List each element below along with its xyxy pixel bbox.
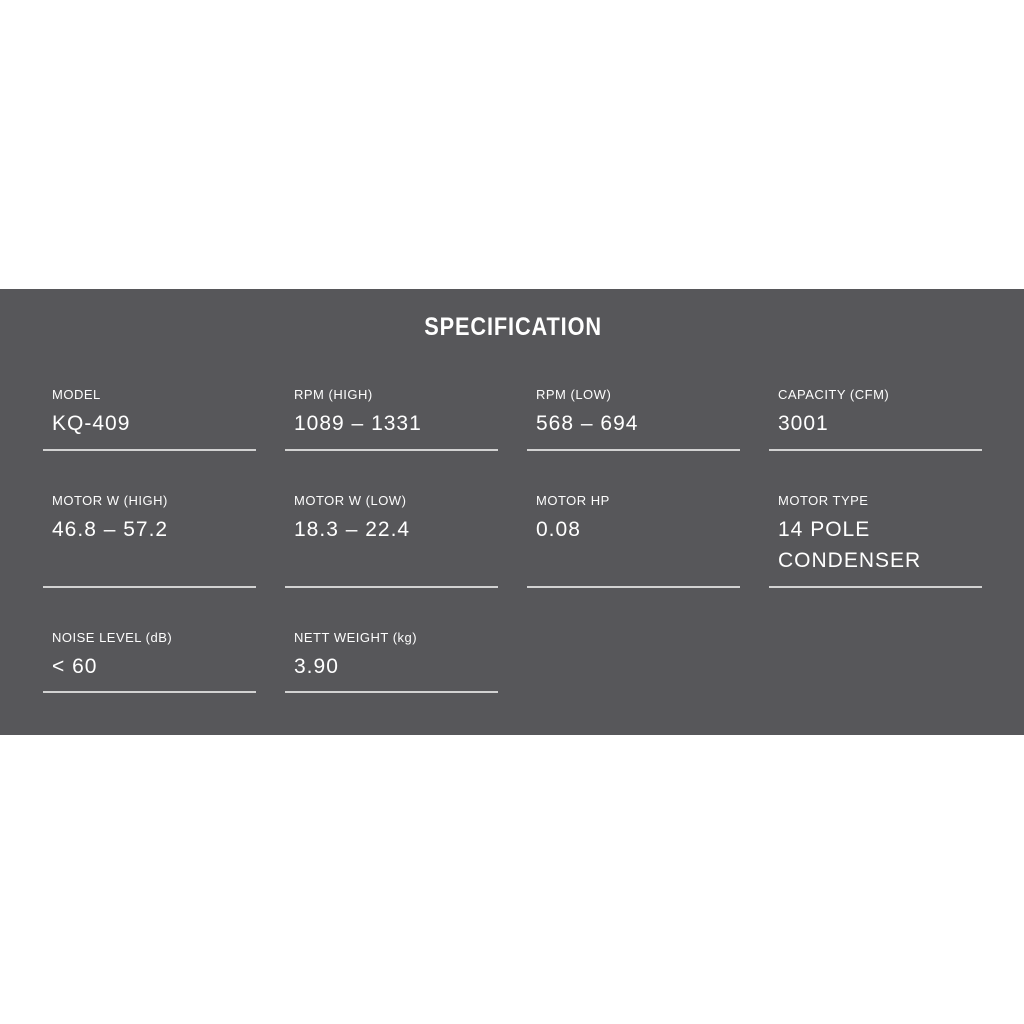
spec-cell-model: MODEL KQ-409 — [43, 387, 256, 451]
spec-cell-rpm-low: RPM (LOW) 568 – 694 — [527, 387, 740, 451]
spec-cell-motor-w-low: MOTOR W (LOW) 18.3 – 22.4 — [285, 493, 498, 588]
spec-cell-motor-type: MOTOR TYPE 14 POLE CONDENSER — [769, 493, 982, 588]
spec-value-line: 18.3 – 22.4 — [294, 518, 411, 541]
specification-panel: SPECIFICATION MODEL KQ-409 RPM (HIGH) 10… — [0, 289, 1024, 735]
spec-value: 3.90 — [285, 651, 339, 682]
spec-label: MODEL — [52, 387, 101, 402]
spec-value: 46.8 – 57.2 — [43, 514, 168, 545]
spec-value: 3001 — [769, 408, 829, 439]
spec-label: MOTOR TYPE — [778, 493, 869, 508]
spec-value-line: CONDENSER — [778, 549, 922, 572]
spec-value: 568 – 694 — [527, 408, 638, 439]
spec-cell-noise-level: NOISE LEVEL (dB) < 60 — [43, 630, 256, 693]
spec-label: MOTOR W (HIGH) — [52, 493, 168, 508]
spec-label: NOISE LEVEL (dB) — [52, 630, 173, 645]
spec-label: RPM (HIGH) — [294, 387, 373, 402]
spec-value-line: 568 – 694 — [536, 412, 639, 435]
cell-divider — [43, 449, 256, 451]
spec-label: CAPACITY (CFM) — [778, 387, 890, 402]
spec-value: 14 POLE CONDENSER — [769, 514, 921, 576]
spec-cell-motor-hp: MOTOR HP 0.08 — [527, 493, 740, 588]
spec-value-line: 1089 – 1331 — [294, 412, 422, 435]
spec-cell-rpm-high: RPM (HIGH) 1089 – 1331 — [285, 387, 498, 451]
spec-value: KQ-409 — [43, 408, 130, 439]
cell-divider — [769, 449, 982, 451]
cell-divider — [769, 586, 982, 588]
spec-label: NETT WEIGHT (kg) — [294, 630, 418, 645]
cell-divider — [285, 449, 498, 451]
cell-divider — [527, 449, 740, 451]
panel-title: SPECIFICATION — [424, 313, 602, 341]
panel-header: SPECIFICATION — [43, 313, 983, 341]
spec-label: MOTOR W (LOW) — [294, 493, 407, 508]
spec-value-line: 0.08 — [536, 518, 581, 541]
cell-divider — [43, 586, 256, 588]
spec-cell-nett-weight: NETT WEIGHT (kg) 3.90 — [285, 630, 498, 693]
spec-value-line: 3.90 — [294, 655, 339, 678]
cell-divider — [527, 586, 740, 588]
cell-divider — [285, 586, 498, 588]
cell-divider — [285, 691, 498, 693]
spec-cell-motor-w-high: MOTOR W (HIGH) 46.8 – 57.2 — [43, 493, 256, 588]
spec-value: 1089 – 1331 — [285, 408, 422, 439]
spec-value: < 60 — [43, 651, 97, 682]
spec-label: RPM (LOW) — [536, 387, 612, 402]
cell-divider — [43, 691, 256, 693]
spec-value-line: < 60 — [52, 655, 98, 678]
spec-label: MOTOR HP — [536, 493, 610, 508]
spec-value: 0.08 — [527, 514, 581, 545]
spec-row-3: NOISE LEVEL (dB) < 60 NETT WEIGHT (kg) 3… — [43, 630, 983, 693]
spec-row-1: MODEL KQ-409 RPM (HIGH) 1089 – 1331 RPM … — [43, 387, 983, 451]
spec-value-line: KQ-409 — [52, 412, 131, 435]
spec-value: 18.3 – 22.4 — [285, 514, 410, 545]
spec-value-line: 14 POLE — [778, 518, 871, 541]
spec-value-line: 46.8 – 57.2 — [52, 518, 169, 541]
spec-row-2: MOTOR W (HIGH) 46.8 – 57.2 MOTOR W (LOW)… — [43, 493, 983, 588]
spec-cell-capacity: CAPACITY (CFM) 3001 — [769, 387, 982, 451]
spec-value-line: 3001 — [778, 412, 829, 435]
